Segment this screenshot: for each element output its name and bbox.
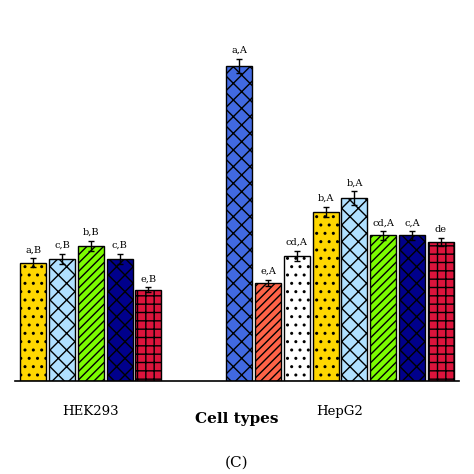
Text: b,A: b,A [346,178,363,187]
Text: a,A: a,A [231,46,247,55]
Text: HepG2: HepG2 [317,405,364,418]
Text: c,B: c,B [112,241,128,250]
Bar [370,236,396,381]
Bar [107,259,133,381]
Bar [255,283,281,381]
Text: c,B: c,B [54,241,70,250]
Text: cd,A: cd,A [286,237,308,246]
Bar [226,66,252,381]
Bar [49,259,75,381]
Bar [341,198,367,381]
Bar [136,290,161,381]
Text: e,A: e,A [260,267,276,276]
Text: a,B: a,B [25,246,41,255]
Bar [399,236,425,381]
Text: de: de [435,225,447,234]
Text: b,A: b,A [318,193,334,202]
Text: e,B: e,B [140,274,156,283]
Bar [78,246,104,381]
Bar [428,242,454,381]
Bar [313,212,338,381]
Bar [20,263,46,381]
Text: (C): (C) [225,455,249,469]
Text: cd,A: cd,A [372,219,394,228]
Text: b,B: b,B [82,228,99,237]
Text: c,A: c,A [404,219,420,228]
X-axis label: Cell types: Cell types [195,412,279,426]
Bar [284,256,310,381]
Text: HEK293: HEK293 [63,405,119,418]
